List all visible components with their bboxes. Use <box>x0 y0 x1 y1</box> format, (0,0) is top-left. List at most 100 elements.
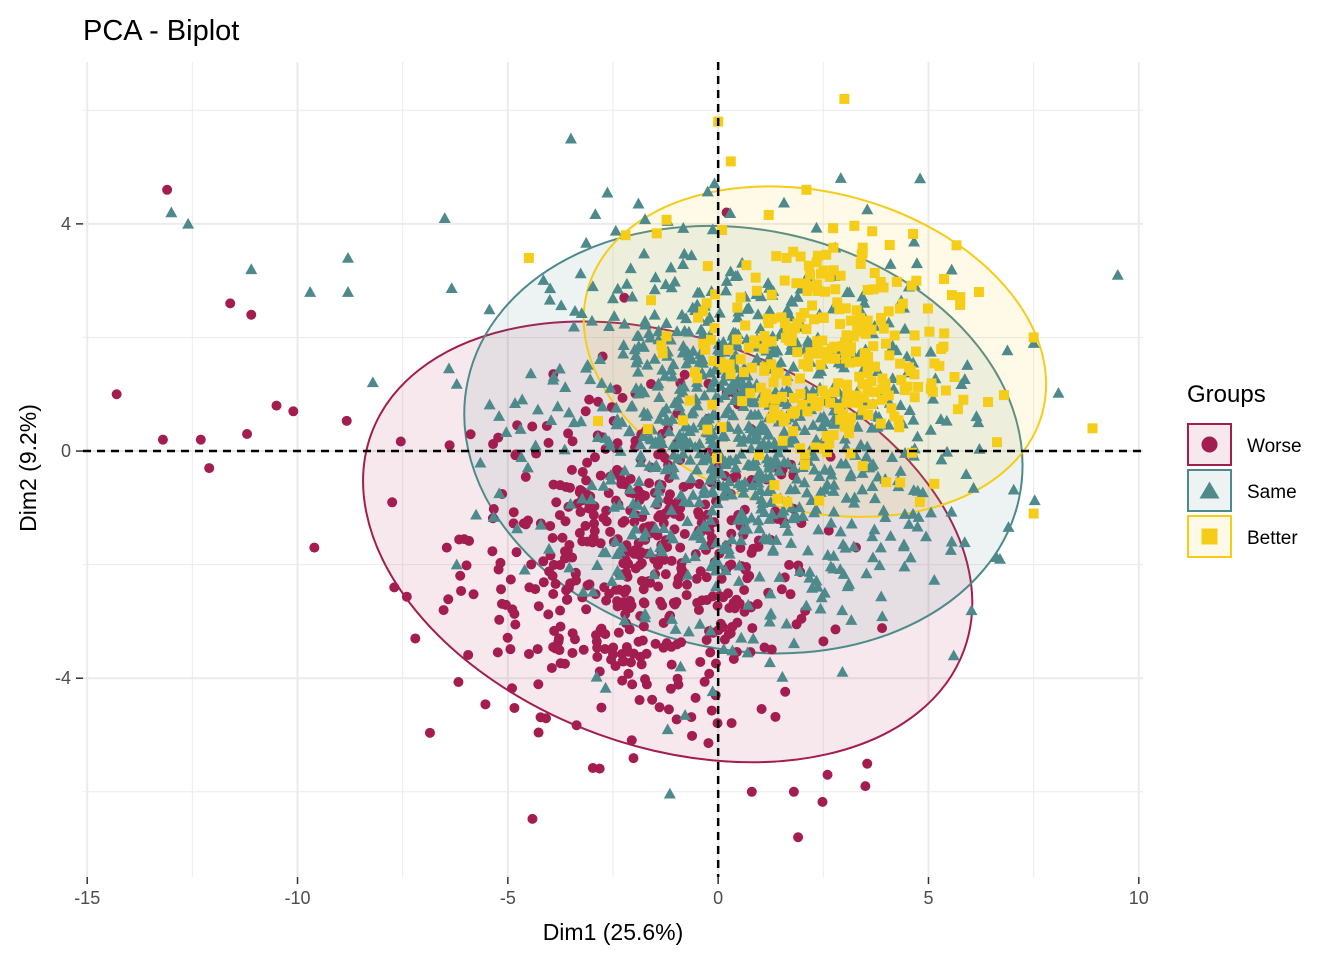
point-same <box>675 488 688 500</box>
point-same <box>784 483 797 495</box>
point-same <box>732 378 745 390</box>
point-worse <box>659 452 670 463</box>
point-same <box>547 370 560 382</box>
point-same <box>591 559 604 570</box>
point-better <box>802 406 813 417</box>
point-better <box>702 424 713 435</box>
point-better <box>877 373 888 384</box>
point-same <box>639 607 652 619</box>
point-same <box>787 637 800 649</box>
point-better <box>813 348 824 359</box>
point-same <box>835 457 848 469</box>
data-points <box>111 93 1124 843</box>
point-better <box>879 379 890 390</box>
point-same <box>651 379 664 391</box>
point-same <box>1027 337 1040 348</box>
point-worse <box>589 525 600 536</box>
point-better <box>983 397 994 408</box>
point-same <box>671 452 684 464</box>
point-better <box>693 312 704 323</box>
point-better <box>657 348 668 359</box>
point-same <box>705 470 718 482</box>
point-better <box>812 336 823 347</box>
point-better <box>805 347 816 358</box>
y-axis-label: Dim2 (9.2%) <box>15 404 41 532</box>
point-better <box>710 289 721 300</box>
point-better <box>830 353 841 364</box>
point-same <box>706 437 719 448</box>
point-same <box>638 504 651 516</box>
point-same <box>707 486 720 498</box>
series-better <box>523 93 1098 519</box>
point-better <box>751 285 762 296</box>
point-same <box>605 575 618 586</box>
point-worse <box>595 470 606 481</box>
point-better <box>828 265 839 276</box>
point-better <box>862 361 873 372</box>
point-same <box>545 414 558 426</box>
point-same <box>754 484 767 496</box>
point-worse <box>389 582 400 593</box>
point-worse <box>551 497 562 508</box>
point-same <box>713 306 726 318</box>
point-same <box>602 435 615 447</box>
point-same <box>587 585 600 597</box>
point-same <box>884 258 897 269</box>
point-worse <box>784 559 795 570</box>
point-same <box>664 364 677 375</box>
legend-item-worse: Worse <box>1187 423 1302 466</box>
point-better <box>835 270 846 281</box>
reference-lines <box>83 62 1143 877</box>
point-better <box>878 323 889 334</box>
point-same <box>659 278 672 290</box>
point-same <box>697 519 710 531</box>
point-same <box>624 262 637 274</box>
point-worse <box>653 581 664 592</box>
point-better <box>889 411 900 422</box>
point-same <box>972 416 985 428</box>
point-better <box>781 252 792 263</box>
point-same <box>730 453 743 465</box>
y-tick-label: 4 <box>61 214 71 234</box>
point-same <box>637 341 650 352</box>
point-worse <box>468 589 479 600</box>
point-same <box>708 177 721 189</box>
point-same <box>877 504 890 516</box>
point-same <box>882 418 895 430</box>
point-better <box>761 336 772 347</box>
point-better <box>881 477 892 488</box>
point-same <box>904 551 917 563</box>
point-worse <box>410 633 421 644</box>
point-same <box>812 523 825 535</box>
point-same <box>518 563 531 575</box>
point-same <box>654 541 667 552</box>
point-same <box>726 382 739 394</box>
point-same <box>934 413 947 425</box>
point-better <box>936 343 947 354</box>
point-worse <box>766 644 777 655</box>
point-better <box>701 298 712 309</box>
point-same <box>609 224 622 236</box>
point-same <box>580 236 593 248</box>
point-worse <box>550 578 561 589</box>
point-same <box>511 522 524 534</box>
point-same <box>680 312 693 324</box>
point-same <box>861 203 874 215</box>
point-better <box>869 267 880 278</box>
point-same <box>836 666 849 677</box>
point-same <box>679 552 692 564</box>
point-worse <box>526 559 537 570</box>
point-same <box>438 212 451 223</box>
point-same <box>634 456 647 468</box>
point-same <box>596 400 609 412</box>
point-better <box>894 422 905 433</box>
point-same <box>632 330 645 341</box>
x-tick-label: 5 <box>923 888 933 908</box>
point-better <box>939 273 950 284</box>
point-same <box>611 413 624 424</box>
legend-label: Worse <box>1247 436 1302 457</box>
point-worse <box>746 786 757 797</box>
point-same <box>649 521 662 533</box>
point-worse <box>682 579 693 590</box>
point-better <box>908 228 919 239</box>
